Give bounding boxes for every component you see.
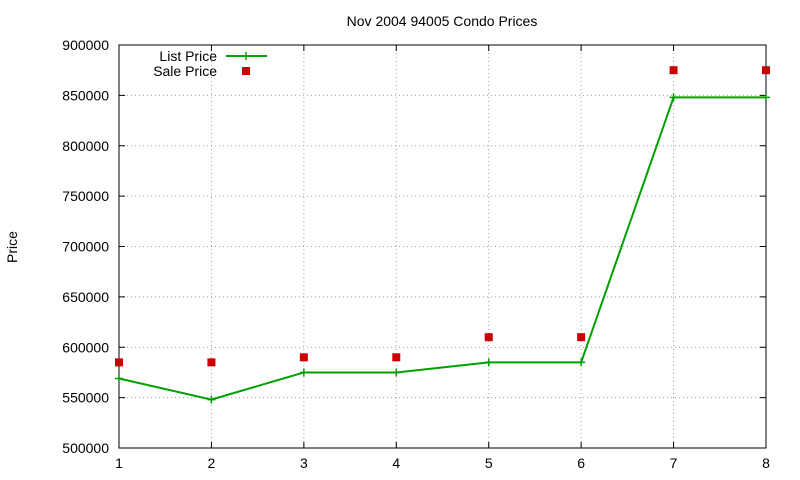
- legend-swatch-sale-price: [242, 67, 250, 75]
- x-tick-label: 3: [300, 455, 308, 471]
- legend-label-sale-price: Sale Price: [153, 63, 217, 79]
- y-tick-label: 550000: [62, 390, 109, 406]
- sale-price-point: [484, 333, 493, 342]
- sale-price-point: [299, 353, 308, 362]
- y-tick-label: 750000: [62, 188, 109, 204]
- y-tick-label: 900000: [62, 37, 109, 53]
- legend-swatches: [226, 52, 267, 75]
- x-tick-label: 2: [208, 455, 216, 471]
- x-tick-label: 5: [485, 455, 493, 471]
- grid-layer: [119, 45, 766, 448]
- y-tick-label: 650000: [62, 289, 109, 305]
- list-price-point: [762, 93, 770, 102]
- plot-frame: [118, 44, 767, 449]
- y-tick-label: 850000: [62, 87, 109, 103]
- list-price-point: [577, 358, 586, 367]
- tick-layer: 1 2 3 4 5 6 7 8 500000 550000 600000 650000 700000 75…: [62, 37, 770, 471]
- y-tick-label: 600000: [62, 339, 109, 355]
- sale-price-point: [115, 358, 123, 367]
- sale-price-point: [207, 358, 216, 367]
- legend-label-list-price: List Price: [159, 48, 217, 64]
- list-price-point: [115, 374, 123, 383]
- legend: List Price Sale Price: [153, 48, 267, 79]
- series-line-list-price: [118, 96, 766, 401]
- x-tick-label: 1: [115, 455, 123, 471]
- x-tick-label: 8: [762, 455, 770, 471]
- y-tick-label: 700000: [62, 239, 109, 255]
- sale-price-point: [577, 333, 586, 342]
- series-layer: [115, 66, 770, 404]
- sale-price-point: [669, 66, 678, 75]
- y-tick-label: 500000: [62, 440, 109, 456]
- sale-price-point: [392, 353, 401, 362]
- list-price-point: [207, 395, 216, 404]
- chart-title: Nov 2004 94005 Condo Prices: [347, 13, 538, 29]
- legend-swatch-list-price-marker: [242, 52, 250, 60]
- list-price-point: [299, 368, 308, 377]
- y-axis-label: Price: [4, 231, 20, 263]
- list-price-point: [484, 358, 493, 367]
- y-tick-label: 800000: [62, 138, 109, 154]
- x-tick-label: 4: [392, 455, 400, 471]
- list-price-point: [392, 368, 401, 377]
- list-price-point: [669, 93, 678, 102]
- x-tick-label: 7: [670, 455, 678, 471]
- sale-price-point: [762, 66, 770, 75]
- x-tick-label: 6: [577, 455, 585, 471]
